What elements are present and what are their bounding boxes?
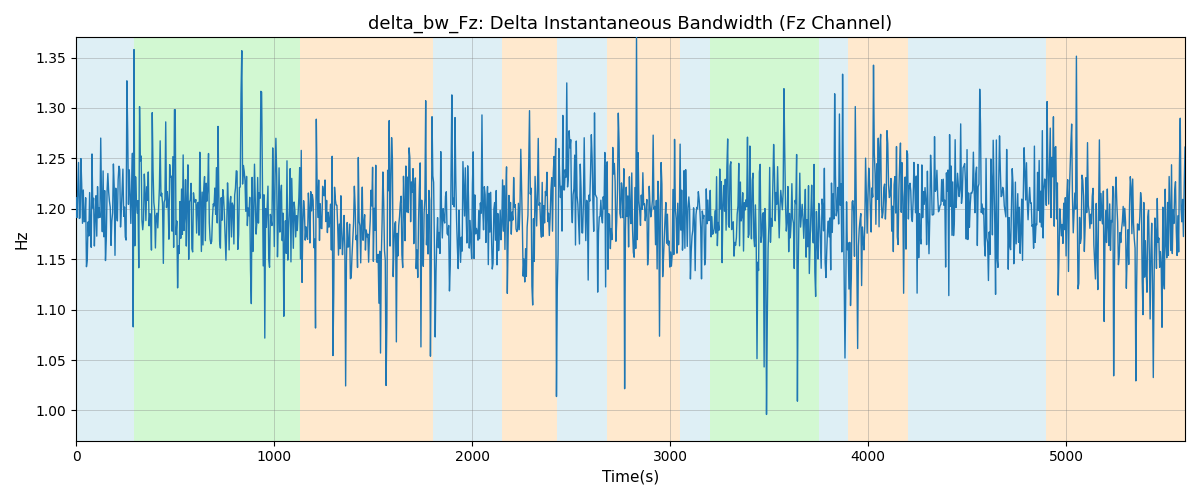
Title: delta_bw_Fz: Delta Instantaneous Bandwidth (Fz Channel): delta_bw_Fz: Delta Instantaneous Bandwid… xyxy=(368,15,893,34)
Bar xyxy=(607,38,680,440)
Y-axis label: Hz: Hz xyxy=(14,230,30,249)
Bar xyxy=(1105,38,1186,440)
Bar xyxy=(1046,38,1105,440)
X-axis label: Time(s): Time(s) xyxy=(602,470,659,485)
Bar xyxy=(502,38,557,440)
Bar xyxy=(76,38,133,440)
Bar xyxy=(300,38,432,440)
Bar xyxy=(848,38,907,440)
Bar xyxy=(818,38,848,440)
Bar xyxy=(907,38,1046,440)
Bar xyxy=(432,38,502,440)
Bar xyxy=(709,38,818,440)
Bar xyxy=(133,38,300,440)
Bar xyxy=(557,38,607,440)
Bar xyxy=(680,38,709,440)
